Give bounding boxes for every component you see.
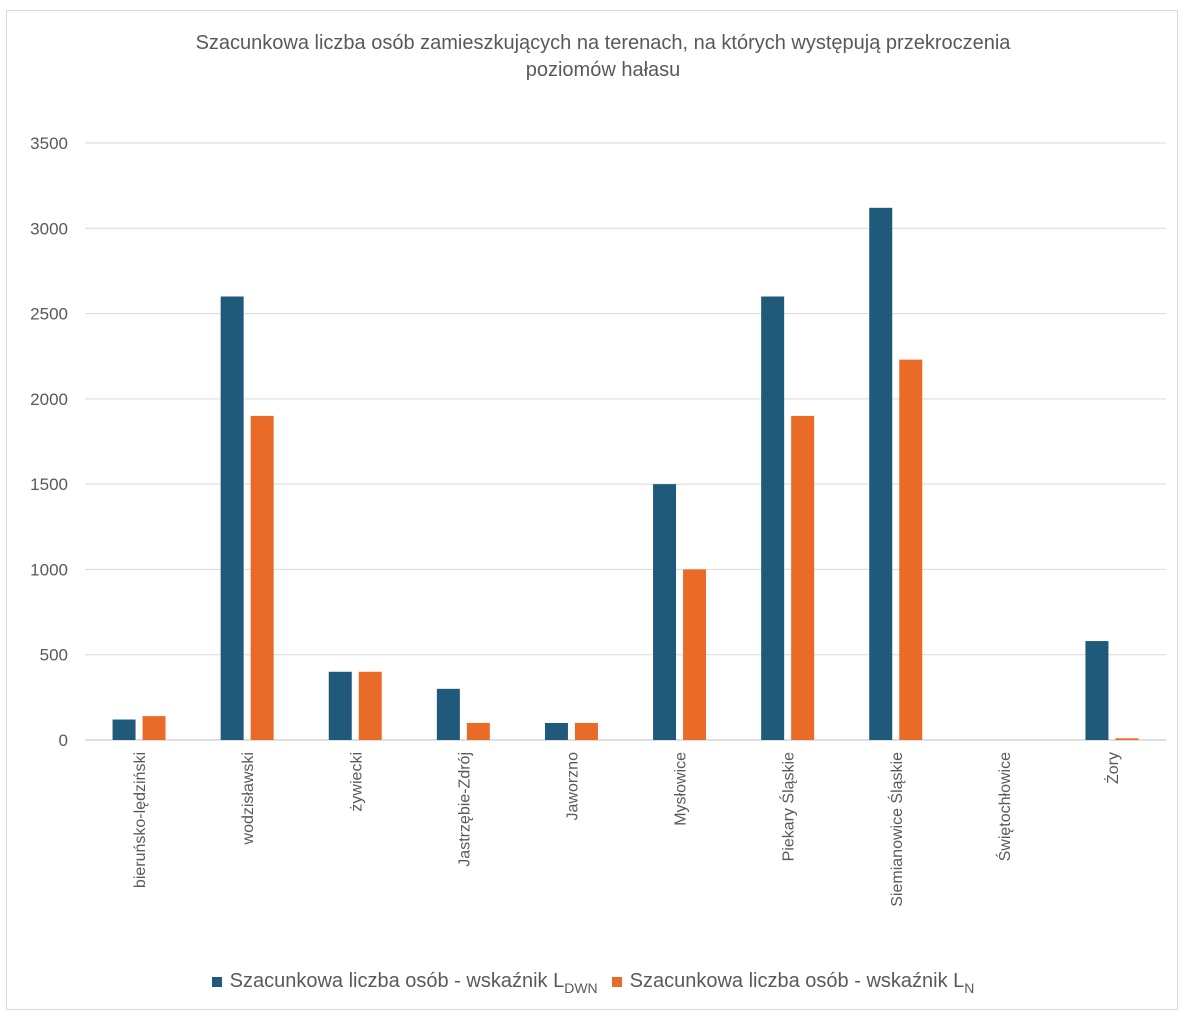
bar [220, 296, 244, 740]
x-axis-labels: bieruńsko-lędziński wodzisławski żywiecki J… [132, 752, 1122, 907]
legend-swatch-ldwn [211, 976, 222, 987]
y-tick-label: 2500 [30, 305, 68, 324]
bar [250, 415, 274, 740]
legend-item-ln: Szacunkowa liczba osób - wskaźnik LN [611, 970, 975, 996]
bar [574, 722, 598, 740]
y-tick-label: 3000 [30, 219, 68, 238]
legend-item-ldwn: Szacunkowa liczba osób - wskaźnik LDWN [211, 970, 598, 996]
x-tick-label: Jastrzębie-Zdrój [456, 752, 473, 867]
y-tick-label: 0 [59, 731, 68, 750]
y-axis-ticks: 0 500 1000 1500 2000 2500 3000 3500 [30, 134, 68, 750]
x-tick-label: Żory [1103, 752, 1122, 784]
x-tick-label: Jaworzno [564, 752, 581, 821]
y-tick-label: 1500 [30, 475, 68, 494]
y-tick-label: 500 [40, 646, 68, 665]
bar [466, 722, 490, 740]
legend-label-ln-text: Szacunkowa liczba osób - wskaźnik L [629, 970, 965, 992]
x-tick-label: żywiecki [348, 752, 365, 812]
y-tick-label: 2000 [30, 390, 68, 409]
bar [358, 671, 382, 740]
bars [112, 207, 1139, 740]
bar [1085, 641, 1109, 740]
x-tick-label: Świętochłowice [995, 752, 1014, 861]
chart-border [6, 10, 1178, 1010]
x-tick-label: Piekary Śląskie [779, 752, 798, 861]
bar [761, 296, 785, 740]
y-tick-label: 1000 [30, 560, 68, 579]
legend-label-ldwn-text: Szacunkowa liczba osób - wskaźnik L [229, 970, 565, 992]
x-tick-label: wodzisławski [240, 752, 257, 845]
bar [328, 671, 352, 740]
legend-swatch-ln [611, 976, 622, 987]
legend-label-ldwn: Szacunkowa liczba osób - wskaźnik LDWN [229, 970, 598, 996]
bar [436, 688, 460, 740]
legend: Szacunkowa liczba osób - wskaźnik LDWN S… [0, 970, 1186, 996]
legend-label-ln: Szacunkowa liczba osób - wskaźnik LN [629, 970, 975, 996]
chart-title: Szacunkowa liczba osób zamieszkujących n… [195, 32, 1011, 81]
legend-label-ln-sub: N [964, 980, 975, 996]
bar [869, 207, 893, 740]
bar [112, 719, 136, 740]
y-tick-label: 3500 [30, 134, 68, 153]
x-tick-label: Siemianowice Śląskie [887, 752, 906, 907]
x-tick-label: Mysłowice [673, 752, 690, 826]
bar [791, 415, 815, 740]
bar [683, 569, 707, 740]
bar [544, 722, 568, 740]
gridlines [85, 142, 1166, 741]
bar [653, 484, 677, 740]
bar [1115, 738, 1139, 740]
legend-label-ldwn-sub: DWN [564, 980, 598, 996]
bar [142, 716, 166, 740]
bar [899, 359, 923, 740]
x-tick-label: bieruńsko-lędziński [132, 752, 149, 888]
